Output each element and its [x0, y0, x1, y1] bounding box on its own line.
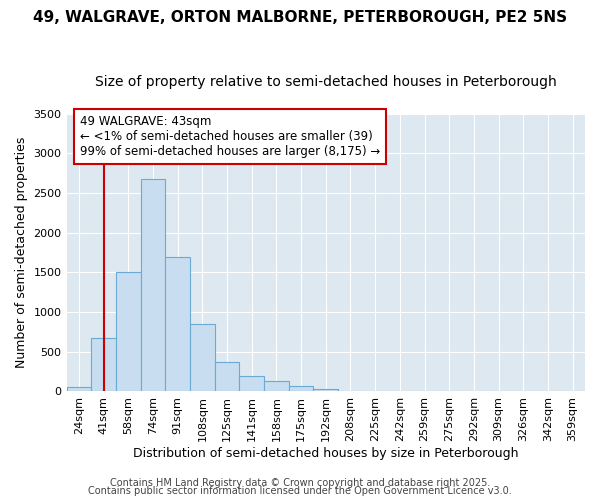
Bar [313, 389, 338, 392]
Bar [67, 388, 91, 392]
Bar [140, 179, 165, 392]
Bar [190, 324, 215, 392]
Text: Contains HM Land Registry data © Crown copyright and database right 2025.: Contains HM Land Registry data © Crown c… [110, 478, 490, 488]
Bar [215, 362, 239, 392]
Title: Size of property relative to semi-detached houses in Peterborough: Size of property relative to semi-detach… [95, 75, 557, 89]
Text: 49, WALGRAVE, ORTON MALBORNE, PETERBOROUGH, PE2 5NS: 49, WALGRAVE, ORTON MALBORNE, PETERBOROU… [33, 10, 567, 25]
Text: 49 WALGRAVE: 43sqm
← <1% of semi-detached houses are smaller (39)
99% of semi-de: 49 WALGRAVE: 43sqm ← <1% of semi-detache… [80, 116, 380, 158]
Bar [165, 256, 190, 392]
Bar [264, 381, 289, 392]
Bar [116, 272, 140, 392]
Bar [91, 338, 116, 392]
Bar [289, 386, 313, 392]
X-axis label: Distribution of semi-detached houses by size in Peterborough: Distribution of semi-detached houses by … [133, 447, 518, 460]
Text: Contains public sector information licensed under the Open Government Licence v3: Contains public sector information licen… [88, 486, 512, 496]
Y-axis label: Number of semi-detached properties: Number of semi-detached properties [15, 137, 28, 368]
Bar [239, 376, 264, 392]
